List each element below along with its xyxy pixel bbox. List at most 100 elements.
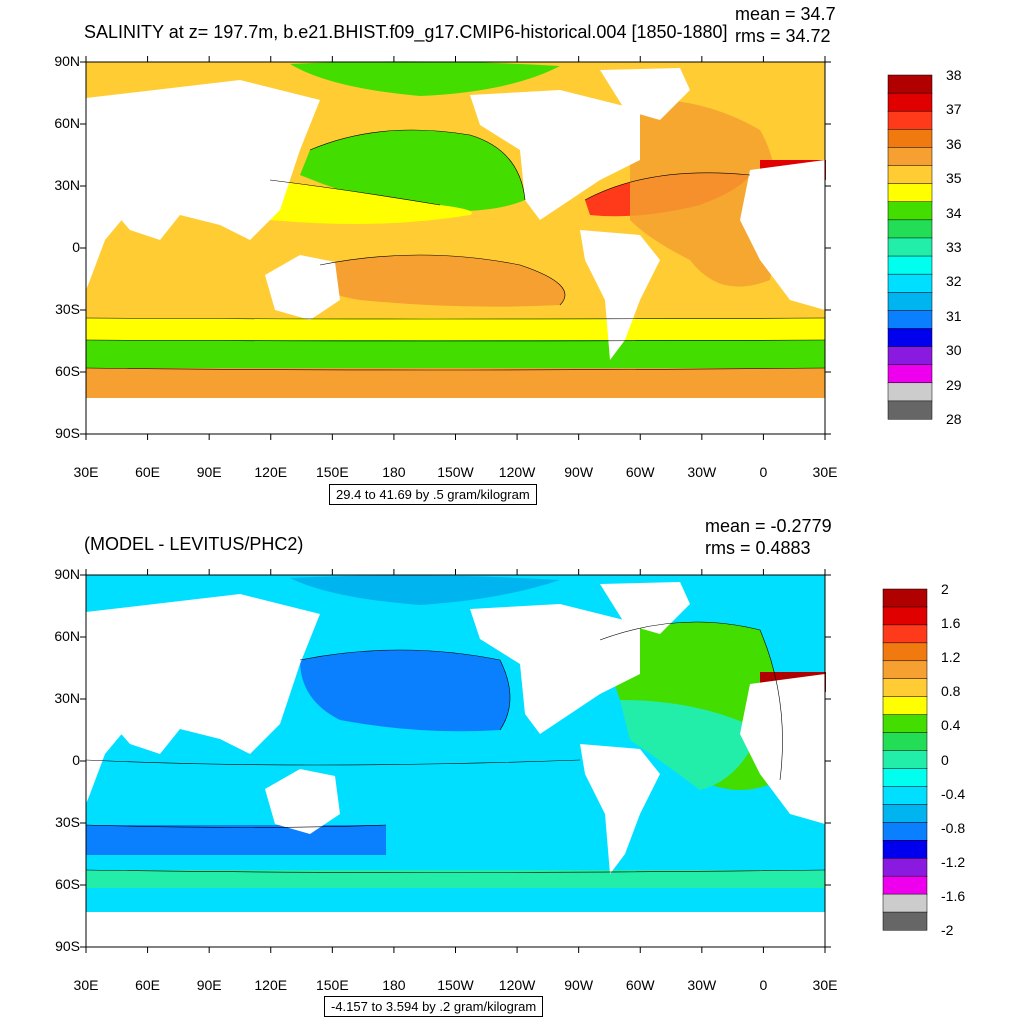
bottom-lat-label: 0 — [72, 752, 80, 768]
top-colorbar-swatch — [887, 310, 933, 330]
bottom-colorbar-swatch — [882, 750, 928, 770]
tick-marks — [80, 56, 831, 953]
top-lon-label: 30E — [812, 464, 838, 480]
top-colorbar-label: 28 — [946, 411, 962, 427]
top-colorbar-swatch — [887, 183, 933, 203]
top-colorbar-swatch — [887, 346, 933, 366]
top-colorbar-label: 32 — [946, 273, 962, 290]
bottom-colorbar-swatch — [882, 696, 928, 716]
bottom-lon-label: 90W — [564, 977, 594, 993]
bottom-lat-label: 30S — [55, 814, 80, 830]
top-panel-rms: rms = 34.72 — [735, 26, 831, 46]
bottom-lon-label: 30E — [73, 977, 99, 993]
bottom-lon-label: 60E — [135, 977, 161, 993]
bottom-colorbar-label: 2 — [941, 581, 949, 597]
top-colorbar-swatch — [887, 400, 933, 420]
top-npacific-green — [300, 130, 525, 212]
bottom-panel-title: (MODEL - LEVITUS/PHC2) — [84, 534, 304, 554]
bottom-lon-label: 150E — [315, 977, 349, 993]
bottom-panel-rms: rms = 0.4883 — [705, 538, 811, 558]
bottom-lon-label: 0 — [759, 977, 768, 993]
top-land-australia — [265, 255, 340, 320]
top-npacific-yellow — [270, 180, 472, 224]
bottom-land-southamerica — [580, 744, 660, 874]
bottom-colorbar-swatch — [882, 714, 928, 734]
bottom-npacific-blue — [300, 650, 510, 732]
top-lon-label: 150E — [315, 464, 349, 480]
top-land-greenland — [600, 68, 690, 120]
top-lat-label: 60S — [55, 363, 80, 379]
bottom-colorbar-swatch — [882, 660, 928, 680]
bottom-colorbar-label: -1.6 — [941, 887, 966, 904]
bottom-colorbar-label: -0.8 — [941, 819, 966, 836]
top-land-africa-east — [740, 160, 825, 310]
bottom-colorbar-label: 0 — [941, 751, 949, 768]
top-lon-label: 150W — [437, 464, 474, 480]
bottom-colorbar-swatch — [882, 822, 928, 841]
bottom-land-northamerica — [470, 604, 640, 734]
top-colorbar-label: 33 — [946, 239, 962, 255]
top-colorbar-label: 36 — [946, 135, 962, 152]
bottom-colorbar-swatch — [882, 875, 928, 895]
bottom-colorbar-swatch — [882, 786, 928, 805]
top-atlantic-orange — [630, 99, 778, 287]
top-colorbar-label: 35 — [946, 170, 962, 187]
top-lat-label: 90S — [55, 425, 80, 441]
top-map — [85, 61, 826, 435]
top-lon-label: 60W — [625, 464, 655, 480]
bottom-land-africa — [86, 679, 130, 804]
top-lat-label: 30S — [55, 301, 80, 317]
bottom-land-antarctica — [86, 912, 825, 947]
top-colorbar-swatch — [887, 255, 933, 275]
bottom-contour-note: -4.157 to 3.594 by .2 gram/kilogram — [324, 996, 544, 1017]
top-colorbar-swatch — [887, 328, 933, 348]
top-lon-label: 90W — [564, 464, 594, 480]
top-antarctic-orange — [86, 368, 825, 398]
top-colorbar-label: 37 — [946, 101, 962, 118]
top-lon-label: 30E — [73, 464, 99, 480]
top-colorbar-label: 34 — [946, 204, 962, 221]
top-land-southamerica — [580, 230, 660, 360]
bottom-colorbar — [882, 588, 928, 931]
bottom-lat-label: 90N — [54, 566, 80, 582]
top-colorbar-swatch — [887, 92, 933, 112]
bottom-colorbar-swatch — [882, 840, 928, 859]
top-colorbar-swatch — [887, 237, 933, 257]
top-lat-label: 60N — [54, 115, 80, 131]
top-contours — [85, 129, 826, 371]
bottom-colorbar-label: 1.6 — [941, 615, 961, 632]
top-lon-label: 0 — [759, 464, 768, 480]
bottom-panel-mean: mean = -0.2779 — [705, 516, 832, 536]
bottom-lon-label: 120W — [498, 977, 536, 993]
bottom-lon-label: 150W — [437, 977, 474, 993]
bottom-southern-blue — [86, 825, 386, 855]
bottom-land-australia — [265, 769, 340, 834]
bottom-colorbar-swatch — [882, 606, 928, 626]
bottom-colorbar-swatch — [882, 768, 928, 787]
bottom-southern-green — [86, 870, 825, 888]
top-colorbar-swatch — [887, 147, 933, 167]
bottom-colorbar-swatch — [882, 732, 928, 752]
top-colorbar-label: 31 — [946, 307, 962, 324]
bottom-colorbar-swatch — [882, 911, 928, 931]
top-lon-label: 60E — [135, 464, 161, 480]
bottom-colorbar-label: 1.2 — [941, 649, 961, 666]
bottom-land-greenland — [600, 582, 690, 634]
top-land-antarctica — [86, 398, 825, 434]
bottom-map — [85, 574, 826, 948]
top-colorbar — [887, 74, 933, 420]
bottom-colorbar-swatch — [882, 893, 928, 913]
bottom-colorbar-swatch — [882, 588, 928, 608]
top-colorbar-label: 30 — [946, 342, 962, 359]
bottom-colorbar-swatch — [882, 804, 928, 823]
top-lon-label: 90E — [196, 464, 222, 480]
bottom-lat-label: 90S — [55, 938, 80, 954]
top-arctic-green — [290, 61, 560, 96]
top-colorbar-swatch — [887, 382, 933, 402]
top-colorbar-swatch — [887, 292, 933, 311]
bottom-colorbar-swatch — [882, 642, 928, 662]
top-colorbar-swatch — [887, 110, 933, 130]
top-southern-green-band — [86, 338, 825, 368]
top-lon-label: 180 — [382, 464, 406, 480]
